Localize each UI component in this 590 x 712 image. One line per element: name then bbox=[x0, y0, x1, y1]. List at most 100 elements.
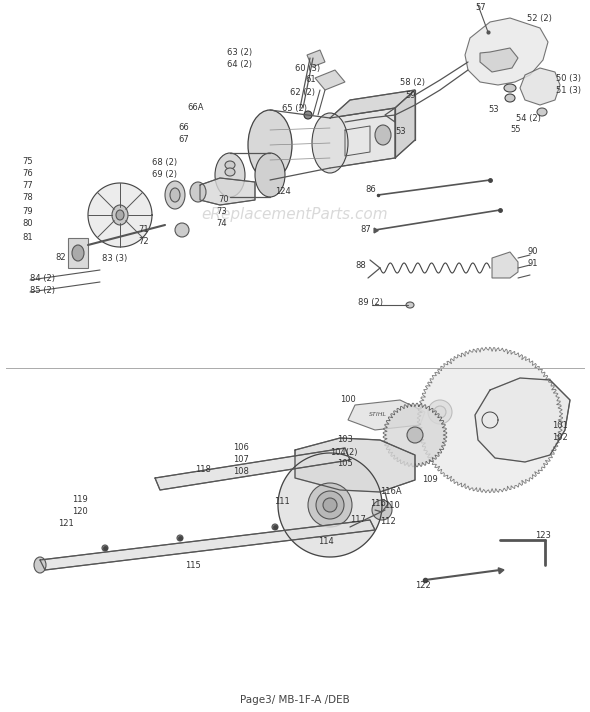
Polygon shape bbox=[348, 400, 425, 430]
Ellipse shape bbox=[316, 491, 344, 519]
Ellipse shape bbox=[375, 125, 391, 145]
Text: 76: 76 bbox=[22, 169, 33, 179]
Polygon shape bbox=[88, 183, 152, 247]
Text: 69 (2): 69 (2) bbox=[152, 169, 177, 179]
Text: 73: 73 bbox=[216, 207, 227, 216]
Ellipse shape bbox=[406, 302, 414, 308]
Polygon shape bbox=[480, 48, 518, 72]
Text: 66A: 66A bbox=[187, 103, 204, 112]
Ellipse shape bbox=[248, 110, 292, 180]
Text: eReplacementParts.com: eReplacementParts.com bbox=[202, 207, 388, 222]
Text: 61: 61 bbox=[305, 75, 316, 85]
Text: 80: 80 bbox=[22, 219, 32, 229]
Text: 54 (2): 54 (2) bbox=[516, 113, 541, 122]
Ellipse shape bbox=[505, 94, 515, 102]
Ellipse shape bbox=[165, 181, 185, 209]
Polygon shape bbox=[465, 18, 548, 85]
Text: 118: 118 bbox=[195, 466, 211, 474]
Polygon shape bbox=[330, 90, 415, 118]
Text: 89 (2): 89 (2) bbox=[358, 298, 383, 306]
Polygon shape bbox=[200, 178, 255, 205]
Polygon shape bbox=[475, 378, 570, 462]
Text: 109: 109 bbox=[422, 476, 438, 484]
Text: 83 (3): 83 (3) bbox=[102, 253, 127, 263]
Text: 121: 121 bbox=[58, 520, 74, 528]
Polygon shape bbox=[307, 50, 325, 67]
Text: 120: 120 bbox=[72, 508, 88, 516]
Polygon shape bbox=[417, 347, 563, 493]
Text: 119: 119 bbox=[72, 496, 88, 505]
Text: 108: 108 bbox=[233, 468, 249, 476]
Ellipse shape bbox=[177, 535, 183, 541]
Ellipse shape bbox=[428, 400, 452, 424]
Polygon shape bbox=[295, 438, 415, 492]
Text: 124: 124 bbox=[275, 187, 291, 197]
Ellipse shape bbox=[215, 153, 245, 197]
Ellipse shape bbox=[112, 205, 128, 225]
Text: 122: 122 bbox=[415, 580, 431, 590]
Text: 53: 53 bbox=[488, 105, 499, 115]
Text: 58 (2): 58 (2) bbox=[400, 78, 425, 86]
Text: 123: 123 bbox=[535, 530, 551, 540]
Ellipse shape bbox=[255, 153, 285, 197]
Polygon shape bbox=[330, 108, 395, 168]
Ellipse shape bbox=[272, 524, 278, 530]
Text: 100: 100 bbox=[340, 395, 356, 404]
Text: 65 (2): 65 (2) bbox=[282, 103, 307, 112]
Text: 114: 114 bbox=[318, 538, 334, 547]
Ellipse shape bbox=[308, 483, 352, 527]
Text: 101: 101 bbox=[552, 421, 568, 429]
Text: 59: 59 bbox=[405, 90, 415, 100]
Text: 116: 116 bbox=[370, 500, 386, 508]
Polygon shape bbox=[395, 90, 415, 158]
Text: 51 (3): 51 (3) bbox=[556, 85, 581, 95]
Text: 86: 86 bbox=[365, 186, 376, 194]
Ellipse shape bbox=[102, 545, 108, 551]
Text: 67: 67 bbox=[178, 135, 189, 145]
Text: 85 (2): 85 (2) bbox=[30, 286, 55, 295]
Text: Page3/ MB-1F-A /DEB: Page3/ MB-1F-A /DEB bbox=[240, 695, 350, 705]
Text: 68 (2): 68 (2) bbox=[152, 157, 177, 167]
Text: 82: 82 bbox=[55, 253, 65, 263]
Text: 111: 111 bbox=[274, 498, 290, 506]
Text: 84 (2): 84 (2) bbox=[30, 273, 55, 283]
Text: 70: 70 bbox=[218, 196, 229, 204]
Text: 87: 87 bbox=[360, 226, 371, 234]
Text: 90: 90 bbox=[528, 248, 539, 256]
Ellipse shape bbox=[190, 182, 206, 202]
Ellipse shape bbox=[537, 108, 547, 116]
Text: 88: 88 bbox=[355, 261, 366, 270]
Text: 62 (2): 62 (2) bbox=[290, 88, 315, 97]
Polygon shape bbox=[155, 448, 350, 490]
Text: 53: 53 bbox=[395, 127, 406, 137]
Text: 112: 112 bbox=[380, 518, 396, 526]
Text: 117: 117 bbox=[350, 515, 366, 525]
Text: 57: 57 bbox=[475, 4, 486, 13]
Polygon shape bbox=[40, 520, 375, 570]
Text: 60 (3): 60 (3) bbox=[295, 63, 320, 73]
Ellipse shape bbox=[304, 111, 312, 119]
Ellipse shape bbox=[323, 498, 337, 512]
Text: STIHL: STIHL bbox=[369, 412, 387, 417]
Text: 52 (2): 52 (2) bbox=[527, 14, 552, 23]
Polygon shape bbox=[492, 252, 518, 278]
Text: 78: 78 bbox=[22, 194, 33, 202]
Polygon shape bbox=[315, 70, 345, 90]
Polygon shape bbox=[68, 238, 88, 268]
Ellipse shape bbox=[116, 210, 124, 220]
Text: 77: 77 bbox=[22, 182, 33, 191]
Text: 72: 72 bbox=[138, 238, 149, 246]
Polygon shape bbox=[520, 68, 560, 105]
Text: 63 (2): 63 (2) bbox=[227, 48, 252, 56]
Text: 55: 55 bbox=[510, 125, 520, 135]
Text: 64 (2): 64 (2) bbox=[227, 60, 252, 68]
Text: 79: 79 bbox=[22, 207, 32, 216]
Text: 66: 66 bbox=[178, 123, 189, 132]
Text: 116A: 116A bbox=[380, 488, 402, 496]
Text: 104(2): 104(2) bbox=[330, 448, 358, 456]
Ellipse shape bbox=[312, 113, 348, 173]
Text: 91: 91 bbox=[528, 259, 539, 268]
Text: 110: 110 bbox=[384, 501, 400, 511]
Polygon shape bbox=[383, 403, 447, 467]
Text: 50 (3): 50 (3) bbox=[556, 73, 581, 83]
